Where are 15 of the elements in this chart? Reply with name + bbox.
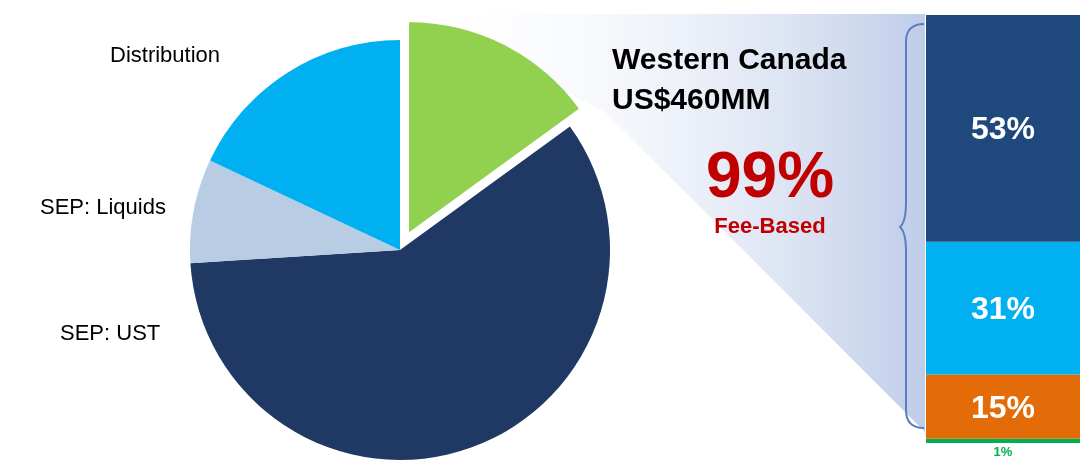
bar <box>926 241 1080 375</box>
text: US$460MM <box>612 82 771 115</box>
slice-label: Distribution <box>110 41 221 67</box>
data-label: 53% <box>970 110 1036 147</box>
bar <box>926 374 1080 439</box>
data-label: 15% <box>970 388 1036 425</box>
text: Fee-Based <box>713 213 827 239</box>
slice-label: SEP: UST <box>60 319 161 345</box>
bar <box>926 15 1080 242</box>
data-label: 1% <box>993 444 1013 459</box>
slice-label: SEP: Liquids <box>40 193 166 219</box>
bar <box>926 438 1080 443</box>
text: 99% <box>704 139 836 211</box>
text: Western Canada <box>612 42 847 75</box>
data-label: 31% <box>970 290 1036 327</box>
